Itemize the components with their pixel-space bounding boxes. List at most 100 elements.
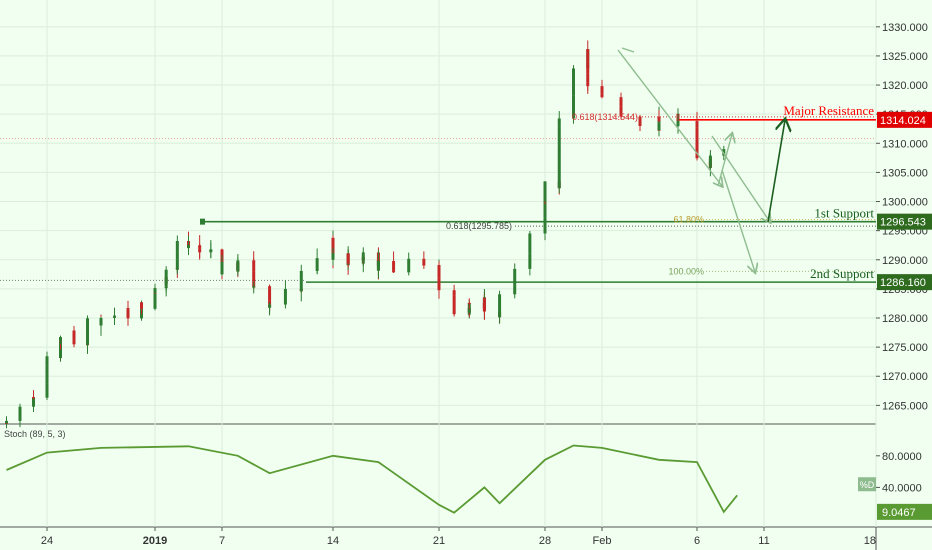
candle-body-47 bbox=[164, 269, 168, 283]
candle-body-5 bbox=[32, 397, 35, 399]
osc-tick-label-1: 40.0000 bbox=[882, 482, 922, 494]
candle-body-167 bbox=[572, 68, 575, 70]
fib-10000-label: 100.00% bbox=[668, 266, 704, 276]
candle-body-146 bbox=[513, 285, 517, 295]
candle-body-171 bbox=[586, 65, 590, 74]
candle-body-185 bbox=[657, 116, 661, 121]
candle-body-137 bbox=[467, 302, 471, 304]
candle-body-160 bbox=[557, 126, 561, 146]
candle-body-179 bbox=[638, 120, 642, 127]
stochastic-pd-badge bbox=[858, 477, 876, 492]
projection-arrow-to-100 bbox=[721, 169, 755, 272]
candle-body-196 bbox=[695, 141, 699, 153]
x-tick-label-7: 6 bbox=[694, 535, 700, 547]
osc-tick-label-0: 80.0000 bbox=[882, 451, 922, 463]
stochastic-pd-label: %D bbox=[860, 480, 875, 490]
candle-body-4 bbox=[32, 397, 35, 407]
x-tick-label-5: 28 bbox=[539, 535, 551, 547]
fib-0618-upper-label: 0.618(1314.544) bbox=[572, 112, 638, 122]
major-resistance-badge bbox=[877, 111, 932, 128]
candle-body-155 bbox=[543, 181, 547, 202]
candle-body-116 bbox=[407, 265, 411, 273]
candles bbox=[5, 40, 726, 429]
second-support-badge bbox=[877, 274, 932, 291]
x-tick-label-1: 2019 bbox=[143, 535, 167, 547]
candle-body-17 bbox=[59, 337, 62, 342]
candle-body-3 bbox=[18, 406, 22, 418]
y-tick-label-10: 1280.000 bbox=[882, 313, 928, 325]
x-tick-label-8: 11 bbox=[758, 535, 769, 547]
candle-body-197 bbox=[695, 152, 699, 159]
x-tick-label-3: 14 bbox=[327, 535, 339, 547]
major-resistance-badge-text: 1314.024 bbox=[880, 115, 926, 127]
y-tick-label-13: 1265.000 bbox=[882, 400, 928, 412]
candle-body-38 bbox=[140, 302, 143, 309]
candle-body-117 bbox=[407, 258, 411, 266]
candle-body-31 bbox=[99, 317, 103, 326]
y-tick-label-11: 1275.000 bbox=[882, 342, 928, 354]
x-tick-label-6: Feb bbox=[593, 535, 612, 547]
y-tick-label-6: 1300.000 bbox=[882, 197, 928, 209]
candle-body-65 bbox=[220, 262, 224, 275]
x-tick-label-2: 7 bbox=[219, 535, 225, 547]
candle-body-74 bbox=[252, 271, 256, 282]
x-tick-label-9: 18 bbox=[864, 535, 876, 547]
candle-body-93 bbox=[331, 241, 335, 254]
price-badges: 1314.024 1296.543 1286.160 9.0467 bbox=[877, 111, 932, 520]
candle-body-41 bbox=[153, 288, 157, 293]
second-support-label: 2nd Support bbox=[810, 266, 874, 281]
candle-body-152 bbox=[543, 209, 547, 211]
candle-body-89 bbox=[315, 258, 319, 268]
first-support-badge bbox=[877, 213, 932, 230]
candle-body-1 bbox=[5, 420, 8, 423]
y-tick-label-5: 1305.000 bbox=[882, 167, 928, 179]
candle-body-157 bbox=[557, 177, 561, 189]
stochastic-title: Stoch (89, 5, 3) bbox=[4, 429, 66, 439]
candle-body-10 bbox=[45, 365, 49, 379]
projection-arrow-down bbox=[617, 49, 722, 186]
candle-body-53 bbox=[175, 241, 179, 253]
y-tick-label-2: 1320.000 bbox=[882, 80, 928, 92]
candle-body-149 bbox=[528, 233, 532, 254]
candle-body-191 bbox=[676, 121, 680, 127]
candle-body-33 bbox=[113, 315, 116, 317]
second-support-badge-text: 1286.160 bbox=[880, 277, 926, 289]
candle-body-203 bbox=[708, 155, 712, 159]
stochastic-value-badge bbox=[877, 503, 932, 520]
y-tick-label-12: 1270.000 bbox=[882, 371, 928, 383]
candle-body-39 bbox=[153, 292, 157, 309]
y-tick-label-0: 1330.000 bbox=[882, 22, 928, 34]
candle-body-145 bbox=[498, 294, 502, 318]
candle-body-101 bbox=[346, 253, 350, 264]
candle-body-177 bbox=[619, 106, 623, 117]
fib-6180-label: 61.80% bbox=[673, 215, 704, 225]
projection-arrow-to-support bbox=[711, 135, 770, 222]
candle-body-23 bbox=[72, 340, 76, 345]
candle-body-106 bbox=[361, 254, 365, 260]
candle-body-161 bbox=[557, 118, 561, 127]
first-support-label: 1st Support bbox=[814, 206, 874, 221]
candle-body-107 bbox=[361, 252, 365, 255]
stochastic-line bbox=[6, 444, 738, 514]
fib-0618-lower-label: 0.618(1295.785) bbox=[446, 221, 512, 231]
candle-body-150 bbox=[543, 217, 547, 234]
candle-body-131 bbox=[452, 310, 456, 315]
x-tick-label-0: 24 bbox=[41, 535, 53, 547]
candle-body-143 bbox=[482, 302, 486, 312]
candle-body-147 bbox=[513, 268, 517, 286]
candle-body-83 bbox=[268, 304, 272, 306]
stochastic-panel: Stoch (89, 5, 3) %D bbox=[4, 429, 876, 514]
candle-body-169 bbox=[586, 49, 590, 66]
candle-body-71 bbox=[236, 260, 240, 272]
candle-body-175 bbox=[600, 93, 604, 98]
bounce-arrow-to-resistance bbox=[767, 120, 785, 223]
candle-body-119 bbox=[422, 260, 426, 266]
stochastic-value-badge-text: 9.0467 bbox=[882, 507, 916, 519]
projection-arrow-tail bbox=[621, 47, 635, 53]
candle-body-85 bbox=[283, 288, 287, 301]
candle-body-176 bbox=[619, 97, 623, 107]
candle-body-9 bbox=[45, 378, 49, 384]
candle-body-125 bbox=[437, 288, 441, 291]
